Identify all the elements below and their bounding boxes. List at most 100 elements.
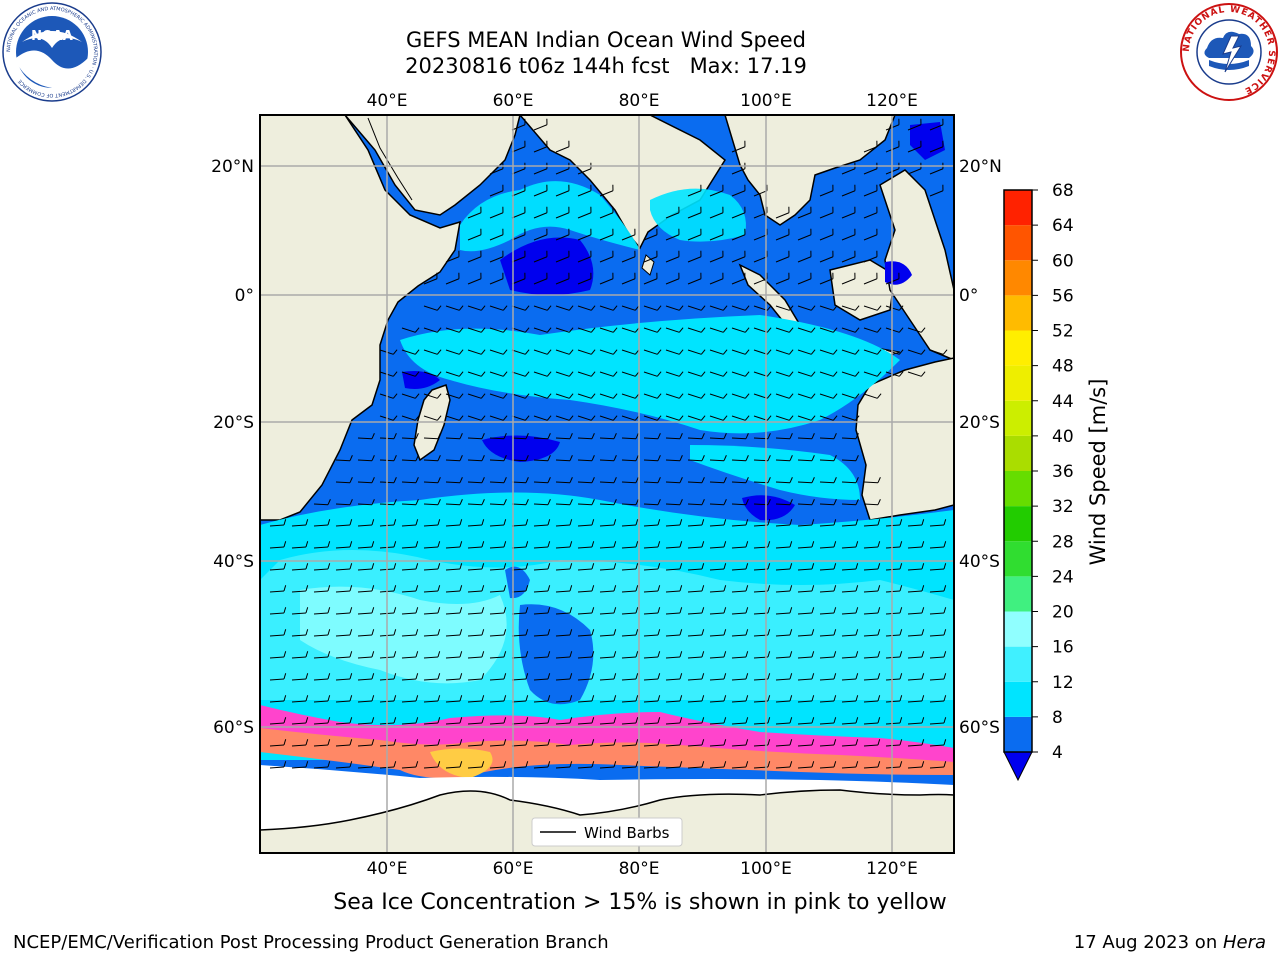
wind-barb-flag	[635, 607, 639, 614]
wind-barb-flag	[635, 629, 639, 636]
wind-barb	[753, 305, 768, 311]
wind-barb	[269, 766, 285, 769]
wind-barb	[687, 590, 703, 593]
wind-barb	[907, 371, 922, 377]
wind-barb-flag	[525, 717, 529, 724]
wind-barb	[665, 656, 681, 659]
wind-barb-flag	[679, 563, 683, 570]
wind-barb	[665, 766, 681, 769]
wind-barb-flag	[899, 761, 903, 768]
wind-barb	[797, 524, 813, 527]
wind-barb	[665, 503, 681, 506]
wind-barb	[401, 481, 417, 484]
wind-barb	[841, 212, 856, 219]
lat-label-left-20s: 20°S	[213, 413, 254, 433]
wind-barb	[819, 722, 835, 725]
wind-barb	[797, 278, 812, 285]
wind-barb	[599, 546, 615, 549]
wind-barb	[555, 349, 570, 355]
wind-barb	[467, 459, 483, 462]
wind-barb	[621, 278, 636, 285]
wind-barb	[533, 212, 548, 219]
wind-barb-flag	[437, 651, 441, 658]
wind-barb-flag	[635, 695, 639, 702]
wind-barb	[555, 503, 571, 506]
wind-barb-flag	[547, 739, 551, 746]
wind-barb-flag	[459, 541, 463, 548]
wind-barb	[357, 524, 373, 527]
wind-barb	[577, 546, 593, 549]
wind-barb	[819, 503, 835, 506]
wind-barb-flag	[415, 761, 419, 768]
wind-barb	[929, 546, 945, 549]
wind-barb	[577, 371, 592, 377]
wind-barb-flag	[327, 673, 331, 680]
wind-barb	[731, 459, 747, 462]
wind-barb-flag	[788, 305, 794, 311]
wind-barb	[775, 612, 791, 615]
map-area	[260, 115, 954, 853]
wind-barb-flag	[546, 393, 552, 399]
lat-labels-right: 20°N 0° 20°S 40°S 60°S	[959, 157, 1002, 738]
wind-barb	[863, 612, 879, 615]
wind-barb	[841, 766, 857, 769]
wind-barb-flag	[480, 371, 486, 377]
wind-barb-flag	[437, 629, 441, 636]
wind-barb	[599, 459, 615, 462]
wind-barb	[401, 524, 417, 527]
wind-barb	[423, 503, 439, 506]
wind-zone-calm-2	[482, 435, 560, 462]
wind-barb-flag	[414, 327, 420, 333]
wind-barb	[357, 459, 373, 462]
wind-barb-flag	[657, 607, 661, 614]
wind-barb	[621, 437, 637, 440]
wind-barb-flag	[349, 651, 353, 658]
wind-barb-flag	[591, 585, 595, 592]
wind-barb	[885, 700, 901, 703]
wind-barb-flag	[305, 585, 309, 592]
wind-barb-flag	[789, 739, 793, 746]
wind-barb	[709, 568, 725, 571]
wind-barb-flag	[833, 651, 837, 658]
wind-barb	[643, 234, 658, 241]
wind-barb	[687, 612, 703, 615]
wind-barb	[687, 568, 703, 571]
wind-barb	[731, 393, 746, 399]
wind-barb	[687, 766, 703, 769]
wind-barb-flag	[723, 541, 727, 548]
lon-label-bottom-40e: 40°E	[367, 859, 408, 879]
sea-ice-orange	[260, 728, 954, 779]
wind-barb	[555, 212, 570, 219]
wind-barb-flag	[458, 349, 464, 355]
colorbar-tick-label: 68	[1052, 181, 1074, 201]
wind-barb	[885, 612, 901, 615]
wind-barb-flag	[635, 717, 639, 724]
wind-barb-flag	[855, 651, 859, 658]
wind-barb	[775, 590, 791, 593]
wind-barb-flag	[657, 761, 661, 768]
wind-barb	[599, 503, 615, 506]
wind-barb	[599, 278, 614, 285]
wind-barb	[929, 656, 945, 659]
wind-barb	[533, 437, 549, 440]
wind-barb	[511, 371, 526, 377]
wind-barb	[863, 371, 878, 377]
wind-barb-flag	[525, 651, 529, 658]
wind-barb	[709, 590, 725, 593]
wind-barb-flag	[877, 739, 881, 746]
wind-barb-flag	[701, 563, 705, 570]
wind-barb-flag	[811, 607, 815, 614]
wind-barb	[665, 481, 681, 484]
wind-barb	[291, 524, 307, 527]
wind-barb-flag	[525, 541, 529, 548]
wind-barb-flag	[700, 349, 706, 355]
wind-barb-flag	[547, 541, 551, 548]
wind-barb-flag	[656, 393, 662, 399]
wind-barb	[401, 327, 416, 333]
wind-barb	[511, 234, 526, 241]
wind-barb	[621, 744, 637, 747]
wind-barb	[709, 656, 725, 659]
wind-barb	[291, 568, 307, 571]
wind-barb-flag	[877, 541, 881, 548]
wind-barb-flag	[723, 563, 727, 570]
